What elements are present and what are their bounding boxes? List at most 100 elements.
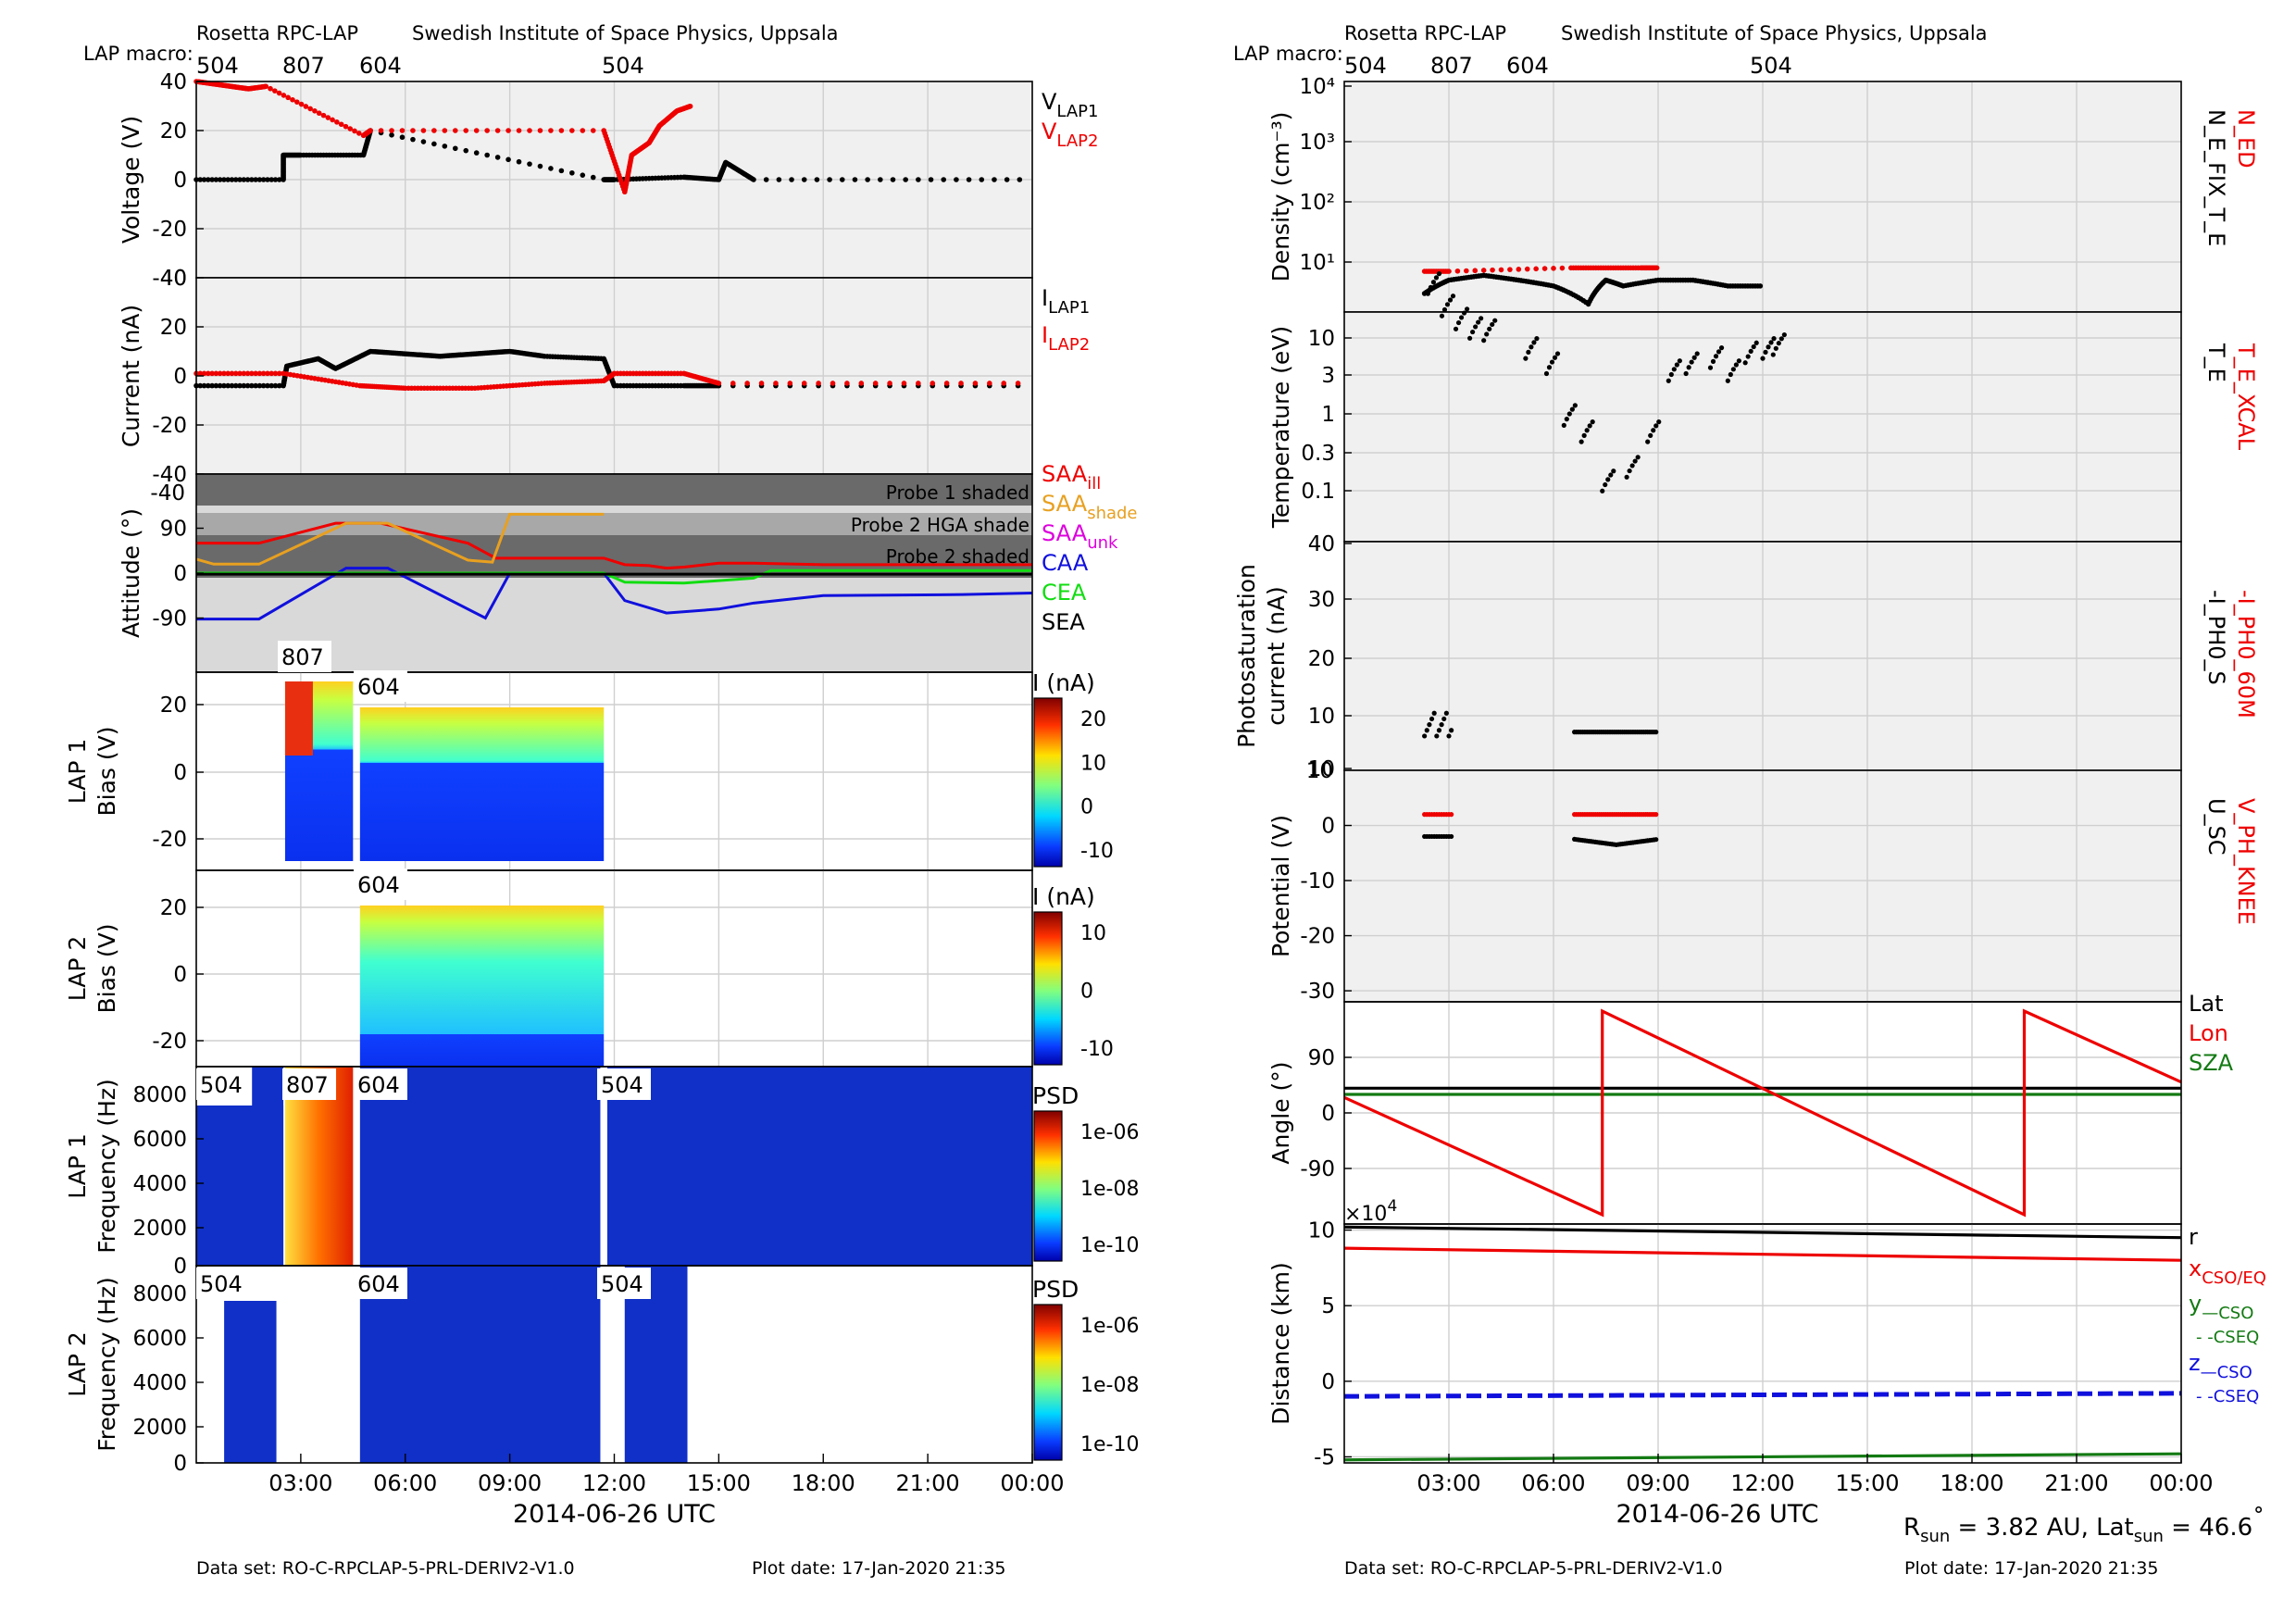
lap2freq-colorbar-tick: 1e-06 bbox=[1080, 1315, 1139, 1338]
data-point bbox=[1425, 291, 1430, 296]
current-ytick-label: 40 bbox=[160, 267, 187, 291]
data-point bbox=[399, 134, 406, 141]
legend-entry: ILAP1 bbox=[1042, 285, 1090, 318]
data-point bbox=[827, 177, 832, 182]
data-point bbox=[527, 161, 532, 167]
data-point bbox=[232, 177, 239, 182]
data-point bbox=[548, 166, 554, 171]
data-point bbox=[1546, 365, 1553, 370]
data-point bbox=[1590, 419, 1595, 425]
lap2freq-colorbar-tick: 1e-08 bbox=[1080, 1374, 1139, 1397]
data-point bbox=[1472, 268, 1479, 274]
data-point bbox=[1001, 381, 1007, 386]
data-point bbox=[1778, 336, 1784, 342]
data-point bbox=[330, 117, 335, 123]
data-point bbox=[1730, 367, 1736, 372]
lap1freq-ytick-label: 4000 bbox=[132, 1172, 187, 1196]
data-point bbox=[201, 177, 207, 182]
data-point bbox=[217, 370, 223, 377]
data-point bbox=[494, 128, 501, 133]
legend-entry: r bbox=[2189, 1224, 2198, 1250]
lap1bias-block-604 bbox=[359, 707, 605, 861]
angle-lon-line bbox=[1343, 1008, 2182, 1218]
lap2freq-ylabel2: Frequency (Hz) bbox=[94, 1277, 120, 1452]
data-point bbox=[590, 128, 596, 133]
lap2bias-macro: 604 bbox=[357, 872, 400, 898]
left-xtick-label: 03:00 bbox=[268, 1470, 332, 1496]
data-point bbox=[232, 370, 239, 377]
data-point bbox=[1587, 423, 1592, 429]
data-point bbox=[1430, 280, 1437, 285]
data-point bbox=[237, 370, 243, 377]
data-point bbox=[1716, 349, 1722, 355]
data-point bbox=[1534, 336, 1540, 342]
data-point bbox=[213, 382, 219, 389]
data-point bbox=[389, 128, 394, 133]
data-point bbox=[1424, 728, 1429, 733]
data-point bbox=[1436, 728, 1442, 733]
data-point bbox=[209, 370, 215, 377]
data-point bbox=[505, 128, 511, 133]
distance-multiplier: ×104 bbox=[1344, 1197, 1397, 1226]
potential-ytick-label: -20 bbox=[1300, 925, 1335, 949]
right-macro-604: 604 bbox=[1506, 53, 1549, 79]
lap1bias-macro-bg bbox=[354, 670, 407, 702]
lap2bias-colorbar-title: I (nA) bbox=[1032, 883, 1095, 910]
data-point bbox=[268, 370, 275, 377]
right-xtick-label: 03:00 bbox=[1416, 1470, 1480, 1496]
lap2freq-macro-bg bbox=[354, 1268, 407, 1299]
data-point bbox=[484, 152, 490, 158]
lap1bias-colorbar-tick: -10 bbox=[1080, 840, 1114, 863]
lap2bias-ytick-label: 0 bbox=[173, 963, 187, 987]
data-point bbox=[473, 150, 480, 156]
data-point bbox=[1635, 455, 1641, 460]
data-point bbox=[256, 370, 263, 377]
data-point bbox=[320, 112, 327, 119]
voltage-ytick-label: 40 bbox=[160, 70, 187, 94]
data-point bbox=[930, 381, 936, 386]
data-point bbox=[1686, 365, 1691, 370]
data-point bbox=[1651, 428, 1656, 433]
left-instrument: Rosetta RPC-LAP bbox=[196, 22, 359, 44]
left-institute: Swedish Institute of Space Physics, Upps… bbox=[412, 22, 839, 44]
angle-ytick-label: 90 bbox=[1308, 1046, 1335, 1070]
photosat-ytick-label: 40 bbox=[1308, 532, 1335, 556]
data-point bbox=[221, 177, 227, 182]
data-point bbox=[484, 128, 490, 133]
current-ytick-label: -40 bbox=[152, 463, 187, 487]
data-point bbox=[378, 128, 384, 133]
lap2bias-ylabel: LAP 2 bbox=[64, 936, 91, 1002]
data-point bbox=[303, 104, 309, 109]
lap1freq-colorbar-tick: 1e-08 bbox=[1080, 1178, 1139, 1201]
data-point bbox=[1487, 326, 1492, 331]
data-point bbox=[1763, 349, 1768, 355]
legend-entry: N_ED bbox=[2233, 109, 2259, 169]
lap1bias-ylabel: LAP 1 bbox=[64, 739, 91, 805]
data-point bbox=[1751, 344, 1756, 350]
right-instrument: Rosetta RPC-LAP bbox=[1344, 22, 1507, 44]
lap1freq-macro: 504 bbox=[601, 1072, 643, 1098]
data-point bbox=[442, 128, 448, 133]
right-xaxis-label: 2014-06-26 UTC bbox=[1616, 1500, 1818, 1529]
data-point bbox=[206, 177, 211, 182]
temperature-ytick-label: 0.3 bbox=[1301, 442, 1335, 466]
lap1freq-macro-bg bbox=[282, 1068, 336, 1100]
legend-entry: T_E_XCAL bbox=[2233, 343, 2259, 451]
data-point bbox=[1776, 341, 1781, 346]
data-point bbox=[316, 110, 322, 117]
data-point bbox=[356, 131, 362, 136]
data-point bbox=[1422, 733, 1428, 739]
lap1bias-ytick-label: 20 bbox=[160, 693, 187, 718]
data-point bbox=[992, 177, 997, 182]
data-point bbox=[1492, 318, 1498, 323]
right-xtick-label: 15:00 bbox=[1835, 1470, 1899, 1496]
lap1freq-macro: 504 bbox=[200, 1072, 243, 1098]
data-point bbox=[293, 99, 300, 105]
lap1freq-ytick-label: 2000 bbox=[132, 1217, 187, 1241]
right-xtick-label: 09:00 bbox=[1626, 1470, 1690, 1496]
data-point bbox=[1671, 367, 1677, 372]
data-point bbox=[334, 119, 340, 125]
lap1freq-ylabel2: Frequency (Hz) bbox=[94, 1079, 120, 1254]
lap2freq-macro: 604 bbox=[357, 1271, 400, 1297]
data-point bbox=[844, 381, 850, 386]
